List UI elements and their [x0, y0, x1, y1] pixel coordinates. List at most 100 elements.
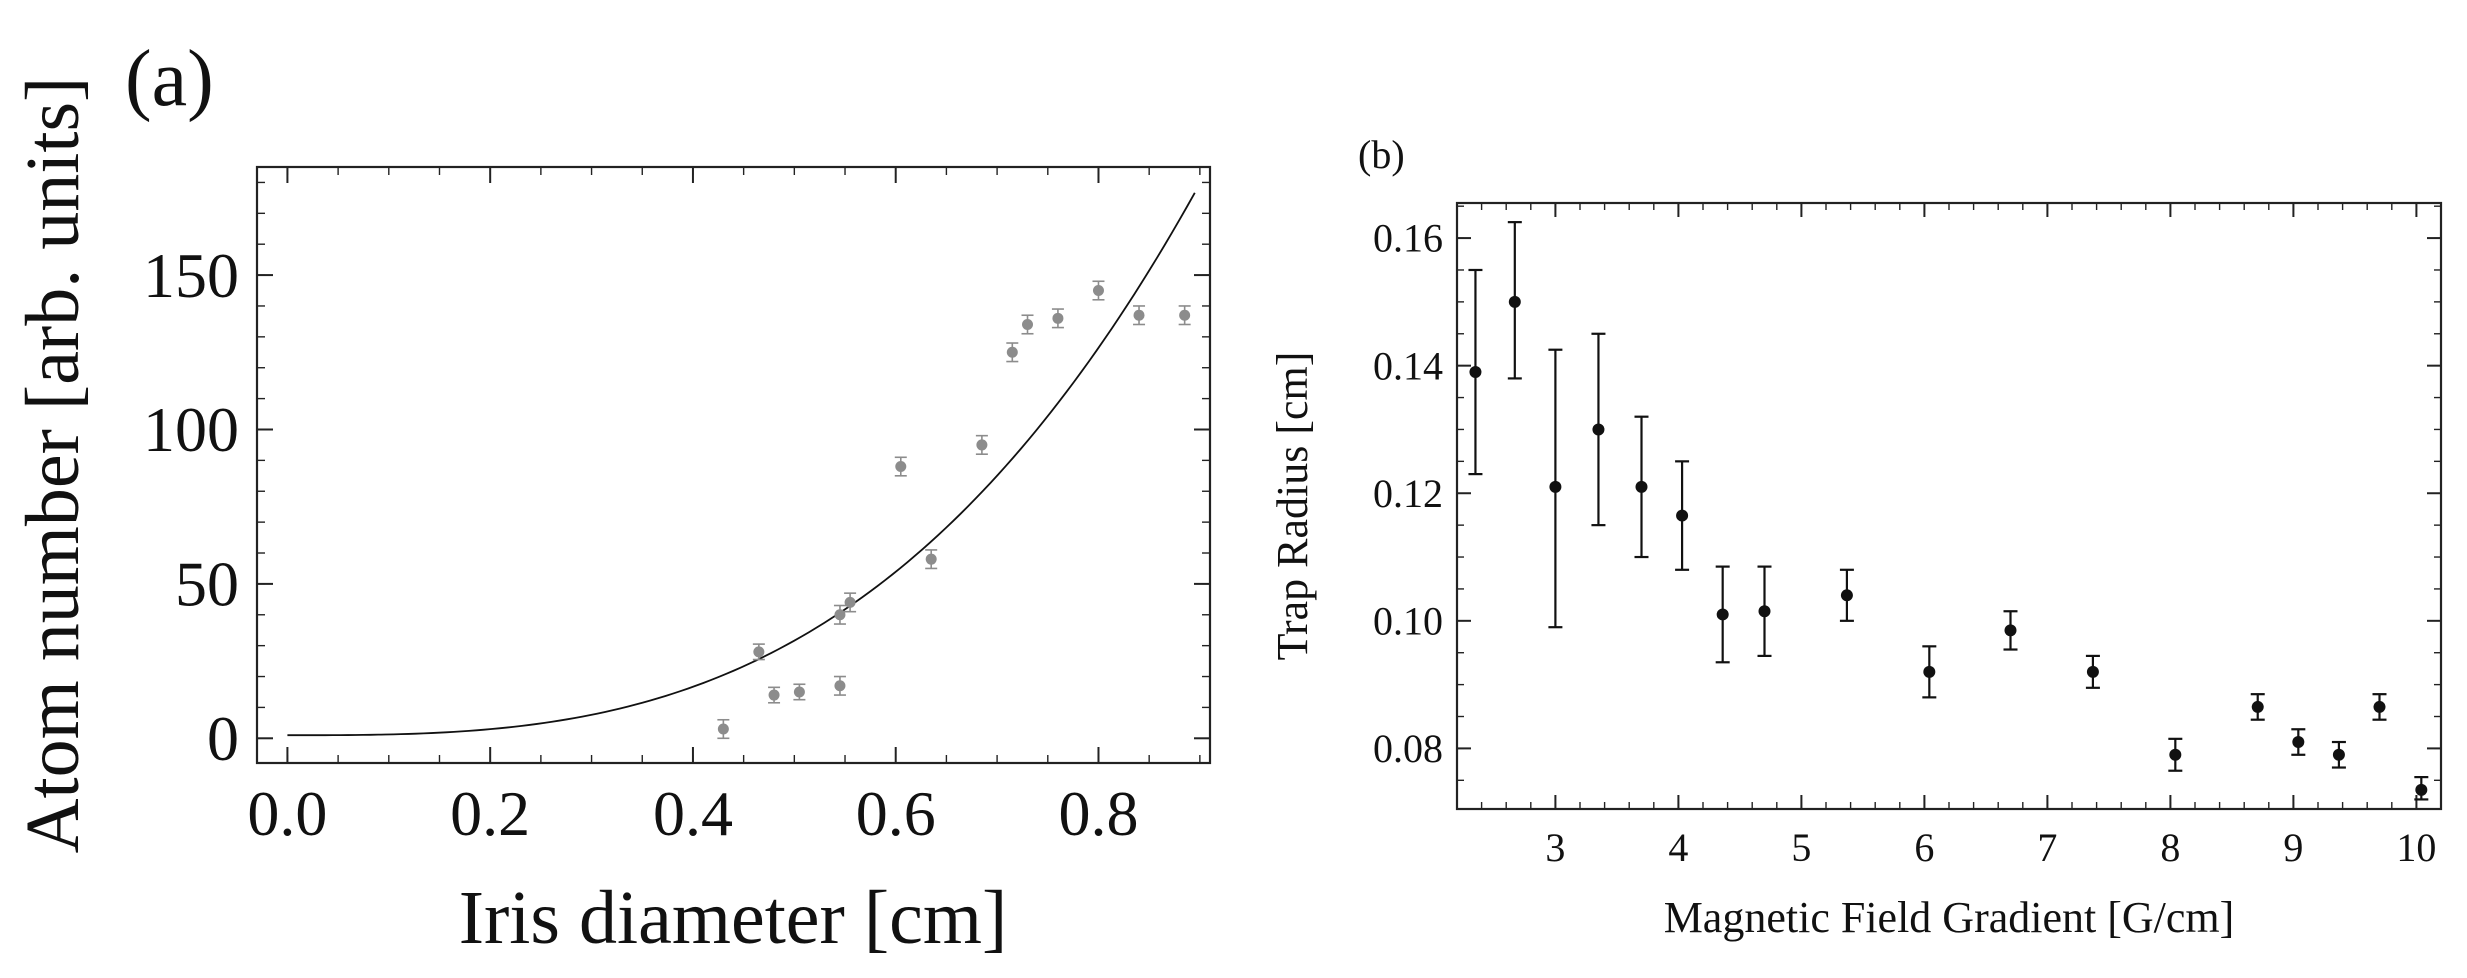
marker: [1508, 295, 1521, 308]
x-tick-label: 9: [2283, 825, 2303, 870]
x-tick-label: 0.0: [247, 778, 327, 849]
data-point: [844, 592, 857, 613]
data-point: [1133, 305, 1146, 326]
panel-b-plot-frame: [1455, 201, 2443, 811]
marker: [834, 609, 846, 621]
x-tick-label: 0.6: [856, 778, 936, 849]
data-point: [1675, 460, 1690, 571]
marker: [2086, 665, 2099, 678]
panel-b-label: (b): [1358, 132, 1405, 177]
data-point: [975, 434, 988, 455]
marker: [2292, 736, 2305, 749]
data-point: [1021, 314, 1034, 335]
data-point: [1757, 565, 1772, 658]
data-point: [1178, 305, 1191, 326]
marker: [2251, 700, 2264, 713]
data-point: [2331, 740, 2346, 769]
panel-b: (b) 3 4 5 6 7 8 9 10 0.08 0.10 0.12 0.14 0.16 Magnet…: [1268, 132, 2443, 942]
data-point: [925, 549, 938, 570]
data-point: [1051, 308, 1064, 329]
marker: [1676, 509, 1689, 522]
fit-line: [287, 192, 1196, 737]
data-point: [833, 604, 846, 625]
marker: [2004, 624, 2017, 637]
x-tick-label: 8: [2160, 825, 2180, 870]
panel-b-points: [1468, 221, 2429, 801]
panel-a-label: (a): [125, 35, 214, 123]
panel-b-ylabel: Trap Radius [cm]: [1268, 352, 1317, 661]
data-point: [833, 675, 846, 696]
x-tick-label: 0.4: [653, 778, 733, 849]
x-tick-label: 0.2: [450, 778, 530, 849]
x-tick-label: 7: [2037, 825, 2057, 870]
data-point: [2372, 693, 2387, 721]
y-tick-label: 50: [175, 549, 239, 620]
x-tick-label: 0.8: [1058, 778, 1138, 849]
marker: [834, 680, 846, 692]
y-tick-label: 150: [143, 240, 239, 311]
y-tick-label: 0.14: [1373, 343, 1443, 388]
data-point: [2414, 776, 2429, 801]
data-point: [793, 683, 806, 701]
data-point: [1591, 332, 1606, 527]
panel-a-fit: [287, 192, 1196, 737]
marker: [793, 686, 805, 698]
data-point: [1839, 568, 1854, 622]
data-point: [2291, 728, 2306, 756]
marker: [1635, 480, 1648, 493]
data-point: [1548, 348, 1563, 629]
data-point: [1092, 280, 1105, 301]
data-point: [894, 456, 907, 477]
panel-a: (a) 0.0 0.2 0.4 0.6 0.8 0 50 100 150 Iris diamet…: [11, 35, 1212, 960]
panel-b-ticks: [1456, 203, 2442, 809]
data-point: [768, 686, 781, 704]
marker: [1133, 309, 1145, 321]
panel-b-xlabel: Magnetic Field Gradient [G/cm]: [1664, 893, 2235, 942]
marker: [844, 596, 856, 608]
x-tick-label: 4: [1668, 825, 1688, 870]
marker: [1469, 366, 1482, 379]
y-tick-label: 0.16: [1373, 216, 1443, 261]
data-point: [717, 718, 730, 740]
data-point: [1507, 221, 1522, 380]
marker: [1549, 480, 1562, 493]
marker: [1006, 346, 1018, 358]
y-tick-label: 0.08: [1373, 726, 1443, 771]
marker: [1592, 423, 1605, 436]
panel-a-tick-labels: 0.0 0.2 0.4 0.6 0.8 0 50 100 150: [143, 240, 1138, 849]
marker: [1840, 589, 1853, 602]
panel-a-ticks: [257, 167, 1210, 763]
marker: [895, 461, 907, 473]
x-tick-label: 5: [1791, 825, 1811, 870]
data-point: [1468, 268, 1483, 476]
x-tick-label: 10: [2396, 825, 2436, 870]
marker: [1179, 309, 1191, 321]
y-tick-label: 0.10: [1373, 598, 1443, 643]
panel-a-plot-frame: [255, 165, 1212, 765]
marker: [1052, 312, 1064, 324]
panel-a-points: [717, 280, 1191, 740]
marker: [2332, 748, 2345, 761]
marker: [753, 646, 765, 658]
marker: [2169, 748, 2182, 761]
panel-a-xlabel: Iris diameter [cm]: [459, 876, 1008, 960]
data-point: [1715, 565, 1730, 664]
data-point: [2250, 693, 2265, 721]
marker: [2415, 783, 2428, 796]
y-tick-label: 0.12: [1373, 471, 1443, 516]
marker: [1923, 665, 1936, 678]
data-point: [1006, 342, 1019, 363]
marker: [976, 439, 988, 451]
marker: [768, 689, 780, 701]
panel-b-tick-labels: 3 4 5 6 7 8 9 10 0.08 0.10 0.12 0.14 0.16: [1373, 216, 2436, 870]
marker: [717, 723, 729, 735]
panel-a-ylabel: Atom number [arb. units]: [11, 77, 95, 854]
data-point: [752, 643, 765, 661]
x-tick-label: 6: [1914, 825, 1934, 870]
data-point: [2003, 610, 2018, 651]
x-tick-label: 3: [1545, 825, 1565, 870]
data-point: [2168, 737, 2183, 772]
marker: [1716, 608, 1729, 621]
data-point: [1922, 645, 1937, 699]
